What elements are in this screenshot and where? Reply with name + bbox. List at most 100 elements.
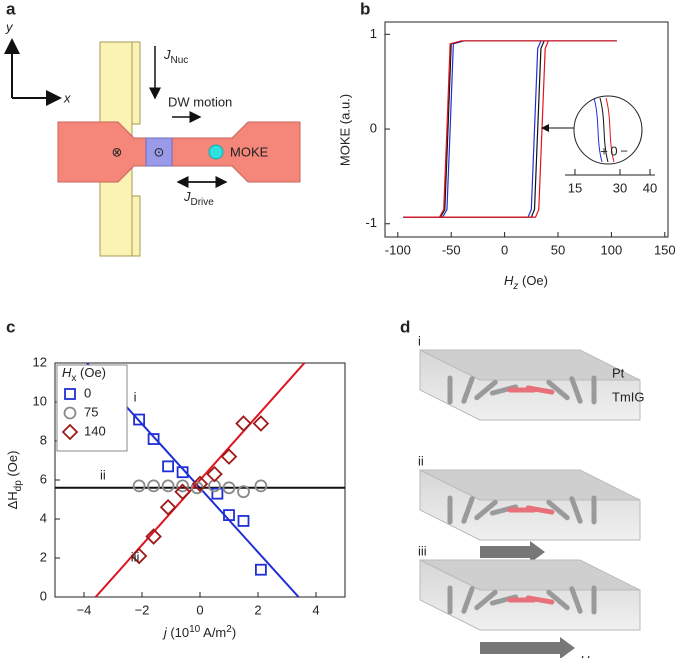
point xyxy=(63,406,77,420)
field-label: Hx xyxy=(580,653,594,658)
symbol: ΔH xyxy=(5,491,20,509)
y-axis-title: MOKE (a.u.) xyxy=(337,94,352,166)
y-tick-label: 0 xyxy=(370,120,377,135)
y-tick-label: -1 xyxy=(365,215,377,230)
layer-label: TmIG xyxy=(612,389,645,404)
point xyxy=(133,413,146,426)
point xyxy=(237,485,250,499)
subscript: Drive xyxy=(191,197,215,208)
field-arrow xyxy=(480,541,545,563)
point xyxy=(145,528,162,545)
symbol: H xyxy=(580,653,590,658)
x-tick-label: −4 xyxy=(77,602,92,617)
spin-arrow xyxy=(569,586,583,614)
x-tick-label: 50 xyxy=(551,242,565,257)
inset-curve xyxy=(605,97,615,163)
point xyxy=(237,515,250,527)
point xyxy=(130,547,148,565)
point xyxy=(161,479,175,493)
panel-label: c xyxy=(6,317,15,336)
device xyxy=(4,38,301,257)
spin-arrow xyxy=(546,589,570,611)
inset-label: − xyxy=(620,143,628,158)
point xyxy=(211,487,224,500)
spin-arrow xyxy=(546,379,570,401)
symbol: ⊗ xyxy=(112,144,123,159)
y-tick-label: 8 xyxy=(40,432,47,447)
legend-label: 140 xyxy=(84,423,106,438)
axis-name: y xyxy=(5,19,14,34)
point xyxy=(191,475,209,493)
x-tick-label: -100 xyxy=(385,242,411,257)
loop-line xyxy=(403,40,617,218)
inset-label: 0 xyxy=(610,143,617,158)
inset-label: + xyxy=(600,143,608,158)
legend-label: 75 xyxy=(84,404,98,419)
annotation: iii xyxy=(131,549,140,564)
point xyxy=(174,483,191,500)
spin-arrow xyxy=(474,499,498,521)
unit: A/m xyxy=(200,625,226,640)
spin-arrow xyxy=(474,589,498,611)
axis-name: x xyxy=(63,90,71,105)
x-tick-label: 4 xyxy=(312,602,319,617)
point xyxy=(159,499,177,516)
point xyxy=(254,479,268,493)
point xyxy=(132,479,146,493)
y-tick-label: 2 xyxy=(40,549,47,564)
unit: (10 xyxy=(167,625,189,640)
spin-arrow xyxy=(474,379,498,401)
point xyxy=(220,448,238,465)
slab-body xyxy=(419,469,641,541)
field-arrow xyxy=(480,637,575,658)
y-tick-label: 4 xyxy=(40,510,47,525)
point xyxy=(176,479,190,493)
current-label: JDrive xyxy=(183,189,214,207)
spin-arrow xyxy=(569,496,583,524)
superscript: 2 xyxy=(226,624,232,635)
inset-curve xyxy=(599,97,609,163)
inset-curve xyxy=(593,97,603,163)
unit: ) xyxy=(232,625,236,640)
panel-label: d xyxy=(400,317,410,336)
spin-arrow xyxy=(569,376,583,404)
spin-arrow xyxy=(546,499,570,521)
spin-arrow xyxy=(525,505,555,515)
y-axis-title: ΔHdp (Oe) xyxy=(5,451,23,510)
point xyxy=(235,415,252,432)
subscript: z xyxy=(512,281,518,292)
point xyxy=(147,433,160,445)
symbol: H xyxy=(504,273,514,288)
y-tick-label: 0 xyxy=(40,588,47,603)
subscript: Nuc xyxy=(171,55,189,66)
panel-label: b xyxy=(360,0,370,18)
x-tick-label: -50 xyxy=(442,242,461,257)
spin-arrow xyxy=(525,595,555,605)
annotation: MOKE xyxy=(230,144,269,159)
symbol: J xyxy=(183,189,191,204)
y-tick-label: 6 xyxy=(40,471,47,486)
row-label: iii xyxy=(418,543,427,558)
layer-label: Pt xyxy=(612,365,625,380)
point xyxy=(254,563,267,576)
point xyxy=(147,479,161,493)
symbol: J xyxy=(163,47,171,62)
panel-label: a xyxy=(6,0,16,18)
spin-arrow xyxy=(525,385,555,395)
slab-body xyxy=(419,349,641,421)
symbol: j xyxy=(162,625,168,640)
point xyxy=(61,423,79,441)
unit: (Oe) xyxy=(76,365,106,380)
spin-arrow xyxy=(461,586,475,614)
symbol: ⊙ xyxy=(154,144,165,159)
loop-line xyxy=(403,40,617,218)
point xyxy=(162,460,175,473)
fit-line xyxy=(94,363,306,597)
inset-tick-label: 40 xyxy=(643,180,657,195)
x-tick-label: 0 xyxy=(196,602,203,617)
x-tick-label: 100 xyxy=(601,242,623,257)
loop-line xyxy=(403,40,617,218)
x-tick-label: 2 xyxy=(254,602,261,617)
